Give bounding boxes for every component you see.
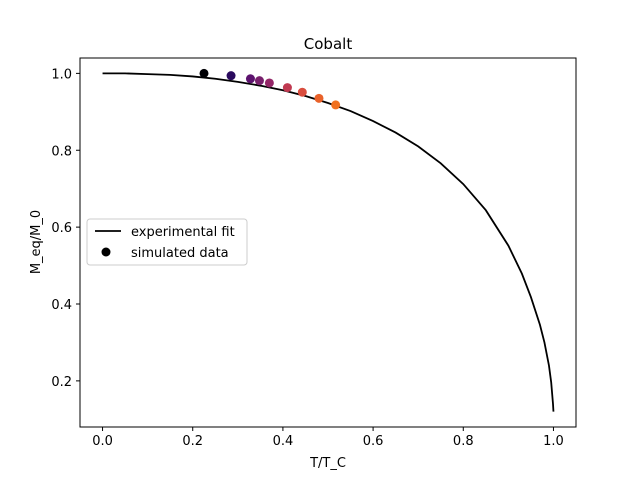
series-layer [102, 68, 555, 412]
data-point [264, 78, 274, 88]
x-tick-label: 0.6 [363, 434, 384, 449]
series-line-experimental-fit [102, 72, 555, 412]
legend-label-simulated-data: simulated data [131, 246, 229, 261]
x-tick-label: 0.0 [92, 434, 113, 449]
y-tick-label: 0.2 [51, 375, 72, 390]
x-tick-label: 0.8 [453, 434, 474, 449]
x-axis-label: T/T_C [309, 456, 346, 471]
legend: experimental fit simulated data [86, 218, 248, 266]
y-tick-label: 1.0 [51, 67, 72, 82]
data-point [331, 100, 341, 110]
y-tick-label: 0.4 [51, 298, 72, 313]
x-tick-label: 1.0 [543, 434, 564, 449]
data-point [297, 87, 307, 97]
data-point [314, 93, 324, 103]
y-axis: 0.2 0.4 0.6 0.8 1.0 [51, 67, 80, 390]
data-point [199, 68, 209, 78]
y-tick-label: 0.6 [51, 221, 72, 236]
data-point [226, 71, 236, 81]
y-tick-label: 0.8 [51, 144, 72, 159]
legend-box [86, 218, 248, 266]
data-point [245, 74, 255, 84]
legend-label-experimental-fit: experimental fit [131, 225, 235, 240]
y-axis-label: M_eq/M_0 [29, 210, 44, 274]
x-tick-label: 0.2 [182, 434, 203, 449]
chart-title: Cobalt [304, 35, 353, 53]
data-point [282, 83, 292, 93]
legend-marker-swatch [101, 247, 111, 257]
x-axis: 0.0 0.2 0.4 0.6 0.8 1.0 [92, 427, 564, 449]
x-tick-label: 0.4 [273, 434, 294, 449]
plot-area [79, 57, 577, 428]
data-point [254, 76, 264, 86]
